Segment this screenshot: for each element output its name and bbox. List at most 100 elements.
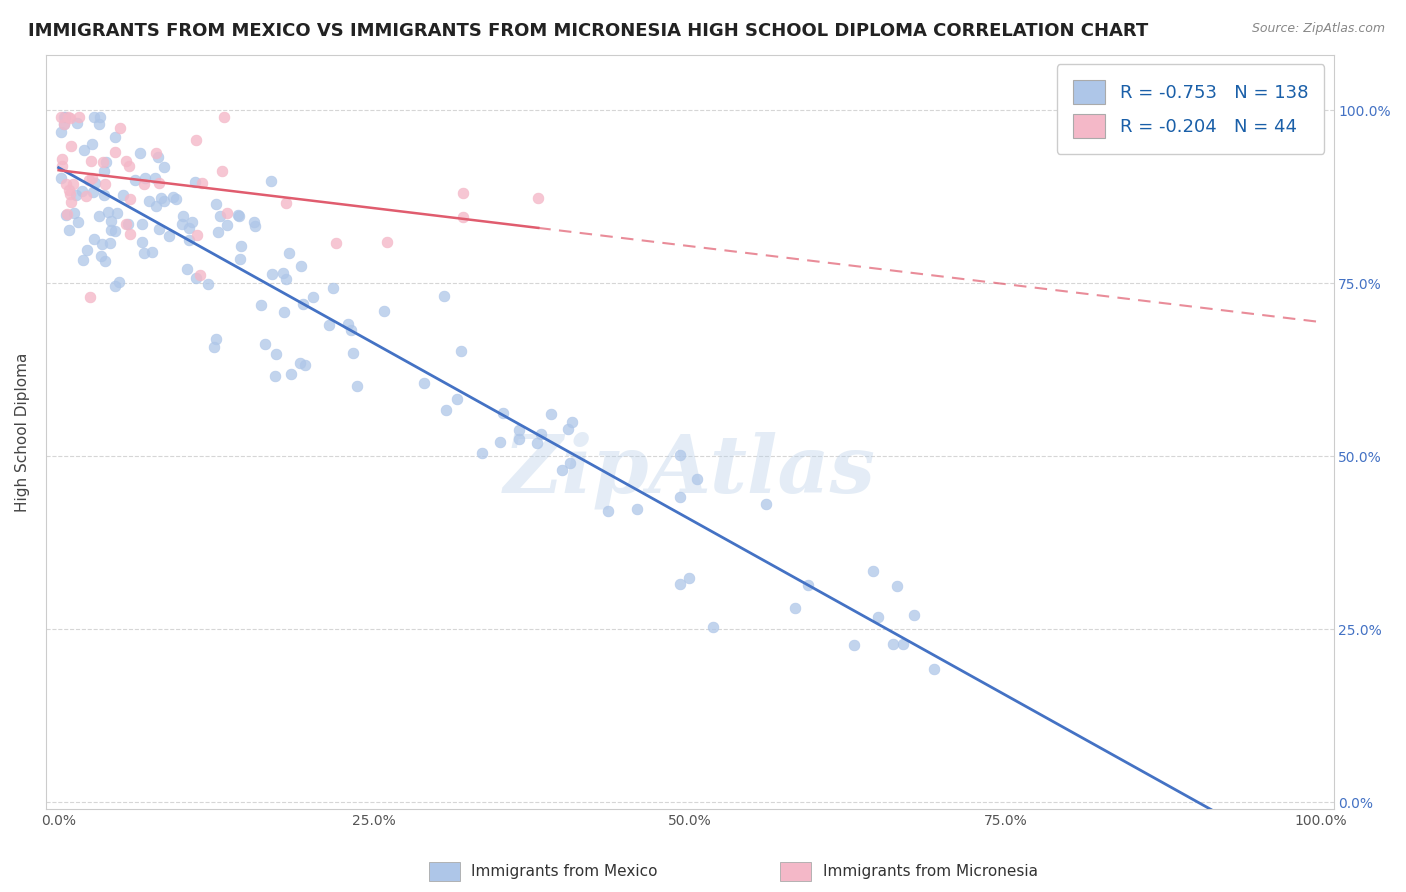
Point bbox=[67, 215, 90, 229]
Point bbox=[51, 159, 73, 173]
Point bbox=[214, 111, 236, 125]
Point bbox=[526, 435, 548, 450]
Point bbox=[159, 229, 181, 244]
Point bbox=[83, 232, 105, 246]
Point bbox=[294, 358, 316, 372]
Point bbox=[56, 207, 79, 221]
Point bbox=[273, 305, 295, 319]
Point bbox=[557, 422, 579, 436]
Point bbox=[228, 209, 250, 223]
Point bbox=[202, 340, 225, 354]
Point bbox=[53, 111, 76, 125]
Point bbox=[94, 178, 117, 192]
Point bbox=[120, 227, 142, 241]
Point bbox=[104, 145, 127, 159]
Point bbox=[215, 218, 238, 232]
Point bbox=[97, 205, 120, 219]
Point bbox=[58, 223, 80, 237]
Point bbox=[924, 662, 946, 676]
Point bbox=[124, 172, 146, 186]
Point bbox=[84, 177, 107, 191]
Y-axis label: High School Diploma: High School Diploma bbox=[15, 352, 30, 512]
Point bbox=[290, 356, 312, 370]
Point bbox=[141, 245, 163, 260]
Point bbox=[96, 155, 118, 169]
Point bbox=[165, 192, 187, 206]
Point bbox=[197, 277, 219, 291]
Point bbox=[177, 233, 200, 247]
Point bbox=[105, 206, 128, 220]
Point bbox=[80, 137, 103, 152]
Point bbox=[170, 217, 193, 231]
Point bbox=[58, 111, 80, 125]
Point bbox=[111, 188, 134, 202]
Point bbox=[290, 260, 312, 274]
Point bbox=[186, 227, 208, 242]
Point bbox=[551, 463, 574, 477]
Point bbox=[76, 243, 98, 257]
Point bbox=[489, 434, 512, 449]
Point bbox=[148, 177, 170, 191]
Point bbox=[561, 415, 583, 429]
Point bbox=[55, 177, 77, 191]
Point bbox=[862, 564, 884, 578]
Point bbox=[128, 145, 150, 160]
Point bbox=[49, 125, 72, 139]
Text: Immigrants from Mexico: Immigrants from Mexico bbox=[471, 864, 658, 879]
Point bbox=[271, 267, 294, 281]
Point bbox=[58, 183, 80, 197]
Point bbox=[51, 152, 73, 166]
Point bbox=[302, 290, 325, 304]
Point bbox=[186, 271, 208, 285]
Point bbox=[91, 236, 114, 251]
Point bbox=[886, 579, 908, 593]
Text: Immigrants from Micronesia: Immigrants from Micronesia bbox=[823, 864, 1038, 879]
Point bbox=[62, 178, 84, 192]
Point bbox=[172, 209, 194, 223]
Point bbox=[209, 210, 232, 224]
Point bbox=[242, 215, 264, 229]
Point bbox=[375, 235, 398, 249]
Point bbox=[132, 246, 155, 260]
Point bbox=[903, 608, 925, 623]
Point bbox=[280, 367, 302, 381]
Point bbox=[598, 504, 620, 518]
Point bbox=[451, 186, 474, 201]
Point bbox=[75, 189, 97, 203]
Point bbox=[446, 392, 468, 406]
Point bbox=[60, 194, 83, 209]
Point bbox=[882, 637, 904, 651]
Point bbox=[868, 609, 890, 624]
Point bbox=[104, 224, 127, 238]
Point bbox=[79, 290, 101, 304]
Point bbox=[134, 170, 156, 185]
Point bbox=[626, 501, 648, 516]
Point bbox=[94, 254, 117, 268]
Point bbox=[146, 150, 169, 164]
Point bbox=[325, 235, 347, 250]
Point bbox=[669, 448, 692, 462]
Point bbox=[72, 185, 94, 199]
Point bbox=[66, 116, 89, 130]
Point bbox=[52, 117, 75, 131]
Point bbox=[56, 111, 79, 125]
Point bbox=[176, 262, 198, 277]
Point bbox=[318, 318, 340, 333]
Point bbox=[53, 111, 76, 125]
Point bbox=[342, 346, 364, 360]
Point bbox=[492, 406, 515, 420]
Point bbox=[205, 332, 228, 346]
Point bbox=[80, 171, 103, 186]
Point bbox=[72, 252, 94, 267]
Point bbox=[108, 121, 131, 136]
Point bbox=[336, 317, 359, 331]
Point bbox=[211, 164, 233, 178]
Point bbox=[80, 154, 103, 169]
Point bbox=[215, 206, 238, 220]
Point bbox=[93, 187, 115, 202]
Point bbox=[79, 173, 101, 187]
Point bbox=[152, 160, 174, 174]
Point bbox=[100, 223, 122, 237]
Point bbox=[60, 139, 83, 153]
Point bbox=[207, 225, 229, 239]
